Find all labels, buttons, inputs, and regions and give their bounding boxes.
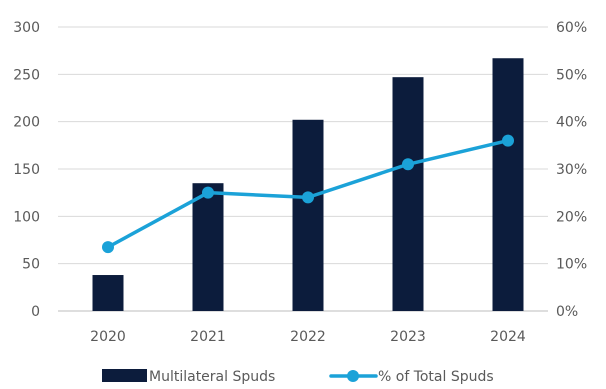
- line-point: [502, 134, 514, 147]
- left-tick-label: 200: [13, 115, 40, 131]
- right-axis: 0% 10% 20% 30% 40% 50% 60%: [556, 20, 587, 320]
- right-tick-label: 40%: [556, 115, 587, 131]
- bar-series: [92, 58, 524, 311]
- right-tick-label: 60%: [556, 20, 587, 36]
- left-axis: 0 50 100 150 200 250 300: [13, 20, 40, 320]
- x-tick-label: 2023: [390, 329, 426, 345]
- x-tick-label: 2021: [190, 329, 226, 345]
- left-tick-label: 50: [22, 257, 40, 273]
- legend-label: % of Total Spuds: [378, 369, 494, 385]
- bar: [392, 77, 424, 311]
- left-tick-label: 0: [31, 304, 40, 320]
- line-point: [402, 158, 414, 171]
- bar: [292, 119, 324, 311]
- x-tick-label: 2022: [290, 329, 326, 345]
- legend-label: Multilateral Spuds: [149, 369, 275, 385]
- line-point: [202, 186, 214, 199]
- right-tick-label: 0%: [556, 304, 578, 320]
- left-tick-label: 150: [13, 162, 40, 178]
- legend-swatch-bar: [102, 369, 147, 382]
- bar: [92, 275, 124, 311]
- x-tick-label: 2020: [90, 329, 126, 345]
- line-series: [102, 134, 514, 254]
- line-point: [102, 241, 114, 254]
- legend-swatch-marker: [347, 370, 359, 382]
- x-axis: 2020 2021 2022 2023 2024: [90, 329, 526, 345]
- right-tick-label: 30%: [556, 162, 587, 178]
- legend: Multilateral Spuds % of Total Spuds: [102, 369, 494, 385]
- left-tick-label: 300: [13, 20, 40, 36]
- x-tick-label: 2024: [490, 329, 526, 345]
- bar: [492, 58, 524, 311]
- right-tick-label: 10%: [556, 257, 587, 273]
- right-tick-label: 20%: [556, 209, 587, 225]
- right-tick-label: 50%: [556, 67, 587, 83]
- bar: [192, 183, 224, 311]
- left-tick-label: 100: [13, 209, 40, 225]
- left-tick-label: 250: [13, 67, 40, 83]
- line-point: [302, 191, 314, 204]
